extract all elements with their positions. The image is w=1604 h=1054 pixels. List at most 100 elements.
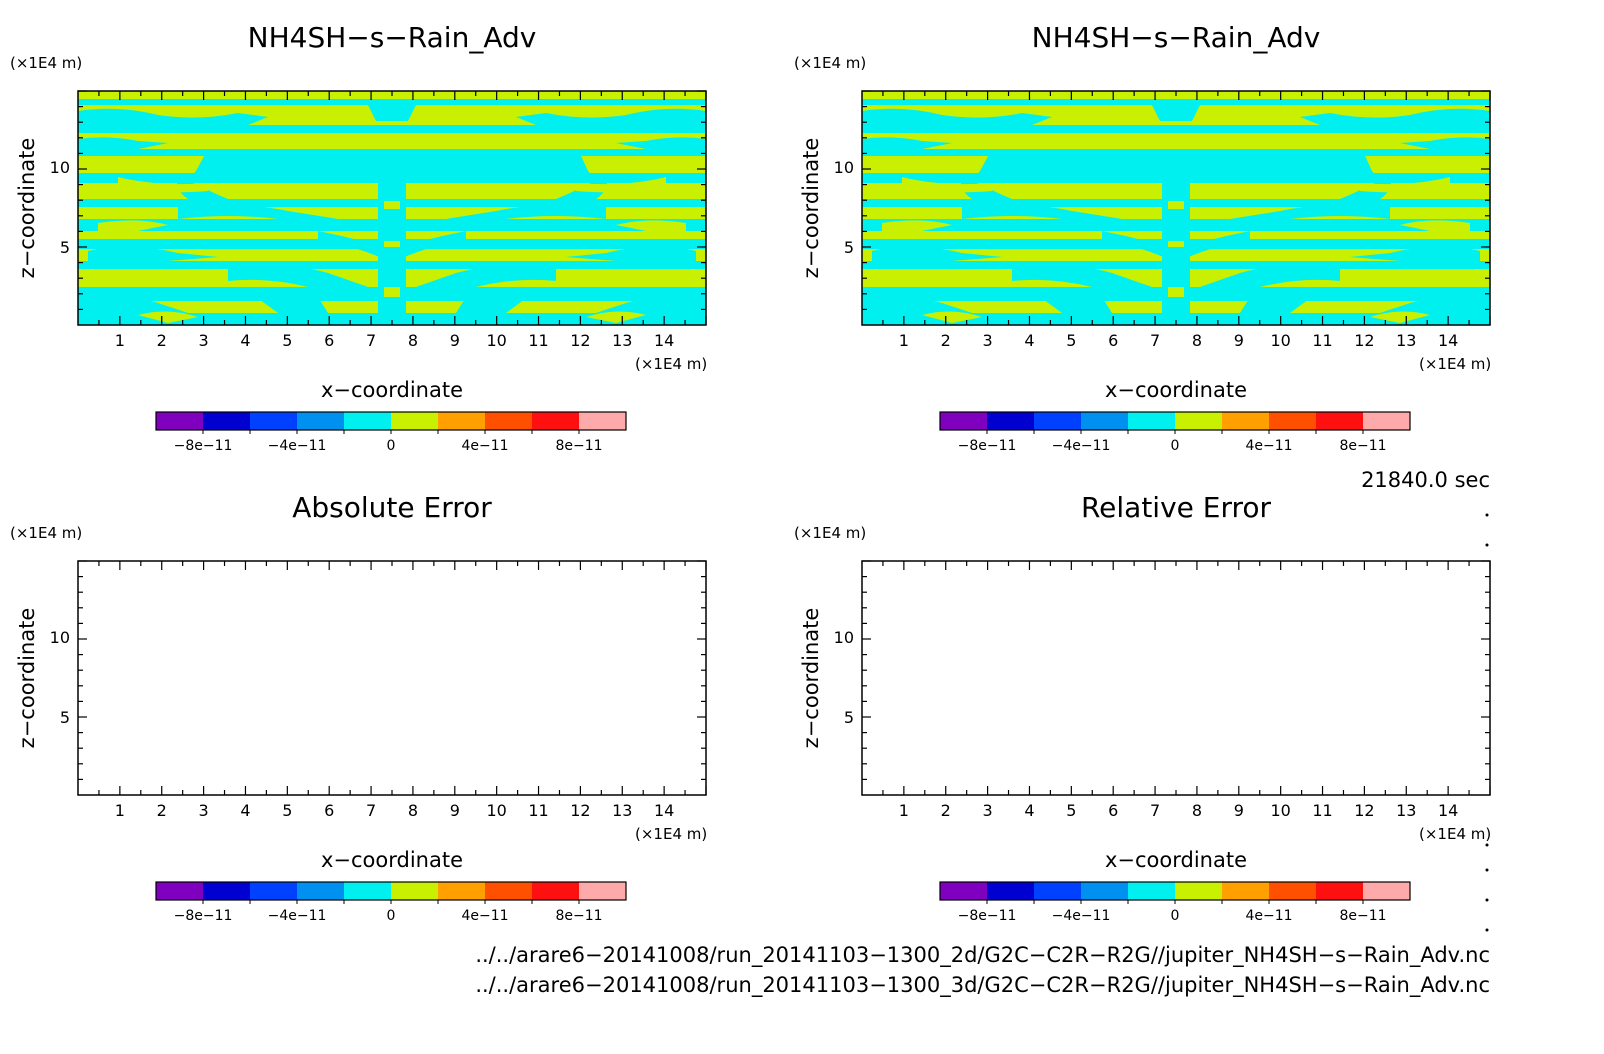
x-tick-label: 2 xyxy=(941,801,951,820)
colorbar-swatch xyxy=(250,412,297,430)
colorbar-swatch xyxy=(532,882,579,900)
colorbar-swatch xyxy=(1128,412,1175,430)
x-tick-label: 13 xyxy=(1396,331,1416,350)
colorbar-swatch xyxy=(1222,882,1269,900)
y-axis-unit: (×1E4 m) xyxy=(10,54,82,72)
time-label: 21840.0 sec xyxy=(1361,468,1490,492)
colorbar-swatch xyxy=(156,412,203,430)
plot-frame xyxy=(77,560,707,796)
x-axis-label: x−coordinate xyxy=(321,848,463,872)
colorbar-swatch xyxy=(1034,412,1081,430)
colorbar-label: 0 xyxy=(387,908,396,924)
x-tick-label: 14 xyxy=(654,331,674,350)
y-axis-unit: (×1E4 m) xyxy=(794,524,866,542)
colorbar-swatch xyxy=(203,412,250,430)
panel-bottom-right: Relative Error (×1E4 m) 5 10 1 2 3 4 5 6 7 8 9 10… xyxy=(794,491,1491,924)
x-tick-label: 12 xyxy=(1354,801,1374,820)
colorbar-label: 4e−11 xyxy=(1245,438,1292,454)
colorbar-label: −4e−11 xyxy=(1052,908,1111,924)
y-axis-ticks xyxy=(78,90,706,310)
x-axis-label: x−coordinate xyxy=(1105,378,1247,402)
x-tick-label: 3 xyxy=(983,801,993,820)
x-tick-label: 5 xyxy=(1066,801,1076,820)
x-axis-unit: (×1E4 m) xyxy=(635,825,707,843)
x-tick-label: 9 xyxy=(1234,331,1244,350)
x-tick-label: 12 xyxy=(570,801,590,820)
y-tick-label: 5 xyxy=(60,238,70,257)
colorbar-label: 0 xyxy=(387,438,396,454)
x-axis-unit: (×1E4 m) xyxy=(635,355,707,373)
y-axis-ticks xyxy=(862,90,1490,310)
colorbar-swatch xyxy=(485,412,532,430)
x-tick-label: 3 xyxy=(199,331,209,350)
x-tick-label: 4 xyxy=(240,801,250,820)
heatmap-field xyxy=(78,91,706,325)
x-axis-ticks xyxy=(98,91,707,325)
colorbar-label: 4e−11 xyxy=(461,438,508,454)
colorbar-swatch xyxy=(1034,882,1081,900)
y-axis-label: z−coordinate xyxy=(799,608,823,749)
colorbar: −8e−11 −4e−11 0 4e−11 8e−11 xyxy=(939,411,1411,454)
colorbar-swatch xyxy=(438,882,485,900)
x-axis-label: x−coordinate xyxy=(321,378,463,402)
x-tick-label: 10 xyxy=(1270,331,1290,350)
x-tick-label: 7 xyxy=(366,801,376,820)
x-tick-label: 5 xyxy=(282,801,292,820)
x-tick-label: 6 xyxy=(324,331,334,350)
x-tick-label: 3 xyxy=(199,801,209,820)
y-tick-label: 5 xyxy=(844,238,854,257)
colorbar-swatch xyxy=(156,882,203,900)
x-tick-label: 13 xyxy=(612,801,632,820)
colorbar-label: −8e−11 xyxy=(958,438,1017,454)
colorbar-label: 8e−11 xyxy=(555,908,602,924)
x-tick-label: 11 xyxy=(528,331,548,350)
x-tick-label: 13 xyxy=(1396,801,1416,820)
x-tick-label: 11 xyxy=(1312,331,1332,350)
colorbar-swatch xyxy=(987,412,1034,430)
colorbar-label: −4e−11 xyxy=(1052,438,1111,454)
x-tick-label: 1 xyxy=(115,801,125,820)
x-tick-label: 14 xyxy=(1438,331,1458,350)
colorbar-label: 0 xyxy=(1171,908,1180,924)
colorbar: −8e−11 −4e−11 0 4e−11 8e−11 xyxy=(939,881,1411,924)
x-axis-label: x−coordinate xyxy=(1105,848,1247,872)
x-tick-labels: 1 2 3 4 5 6 7 8 9 10 11 12 13 14 xyxy=(899,801,1459,820)
colorbar-swatch xyxy=(1316,412,1363,430)
colorbar-swatch xyxy=(579,882,626,900)
y-axis-unit: (×1E4 m) xyxy=(10,524,82,542)
x-tick-label: 4 xyxy=(1024,331,1034,350)
colorbar-swatch xyxy=(391,412,438,430)
colorbar-label: −8e−11 xyxy=(174,438,233,454)
colorbar-swatch xyxy=(1175,412,1222,430)
footer-path-3d: ../../arare6−20141008/run_20141103−1300_… xyxy=(475,973,1490,998)
x-tick-label: 6 xyxy=(1108,801,1118,820)
x-tick-label: 8 xyxy=(1192,801,1202,820)
colorbar: −8e−11 −4e−11 0 4e−11 8e−11 xyxy=(155,881,627,924)
x-tick-label: 11 xyxy=(1312,801,1332,820)
colorbar-label: 8e−11 xyxy=(1339,438,1386,454)
x-tick-labels: 1 2 3 4 5 6 7 8 9 10 11 12 13 14 xyxy=(115,801,675,820)
colorbar-swatch xyxy=(1269,882,1316,900)
x-tick-label: 11 xyxy=(528,801,548,820)
colorbar-swatch xyxy=(940,882,987,900)
x-tick-label: 6 xyxy=(1108,331,1118,350)
colorbar-swatch xyxy=(1175,882,1222,900)
colorbar-swatch xyxy=(532,412,579,430)
x-tick-label: 3 xyxy=(983,331,993,350)
colorbar-label: −4e−11 xyxy=(268,438,327,454)
x-tick-label: 8 xyxy=(408,801,418,820)
x-tick-label: 10 xyxy=(486,331,506,350)
colorbar-swatch xyxy=(344,412,391,430)
x-tick-label: 9 xyxy=(450,331,460,350)
panel-title: Absolute Error xyxy=(292,491,492,524)
colorbar-swatch xyxy=(438,412,485,430)
x-tick-labels: 1 2 3 4 5 6 7 8 9 10 11 12 13 14 xyxy=(115,331,675,350)
x-tick-label: 1 xyxy=(115,331,125,350)
x-axis-unit: (×1E4 m) xyxy=(1419,355,1491,373)
colorbar-label: 8e−11 xyxy=(555,438,602,454)
colorbar-swatch xyxy=(1269,412,1316,430)
x-axis-unit: (×1E4 m) xyxy=(1419,825,1491,843)
